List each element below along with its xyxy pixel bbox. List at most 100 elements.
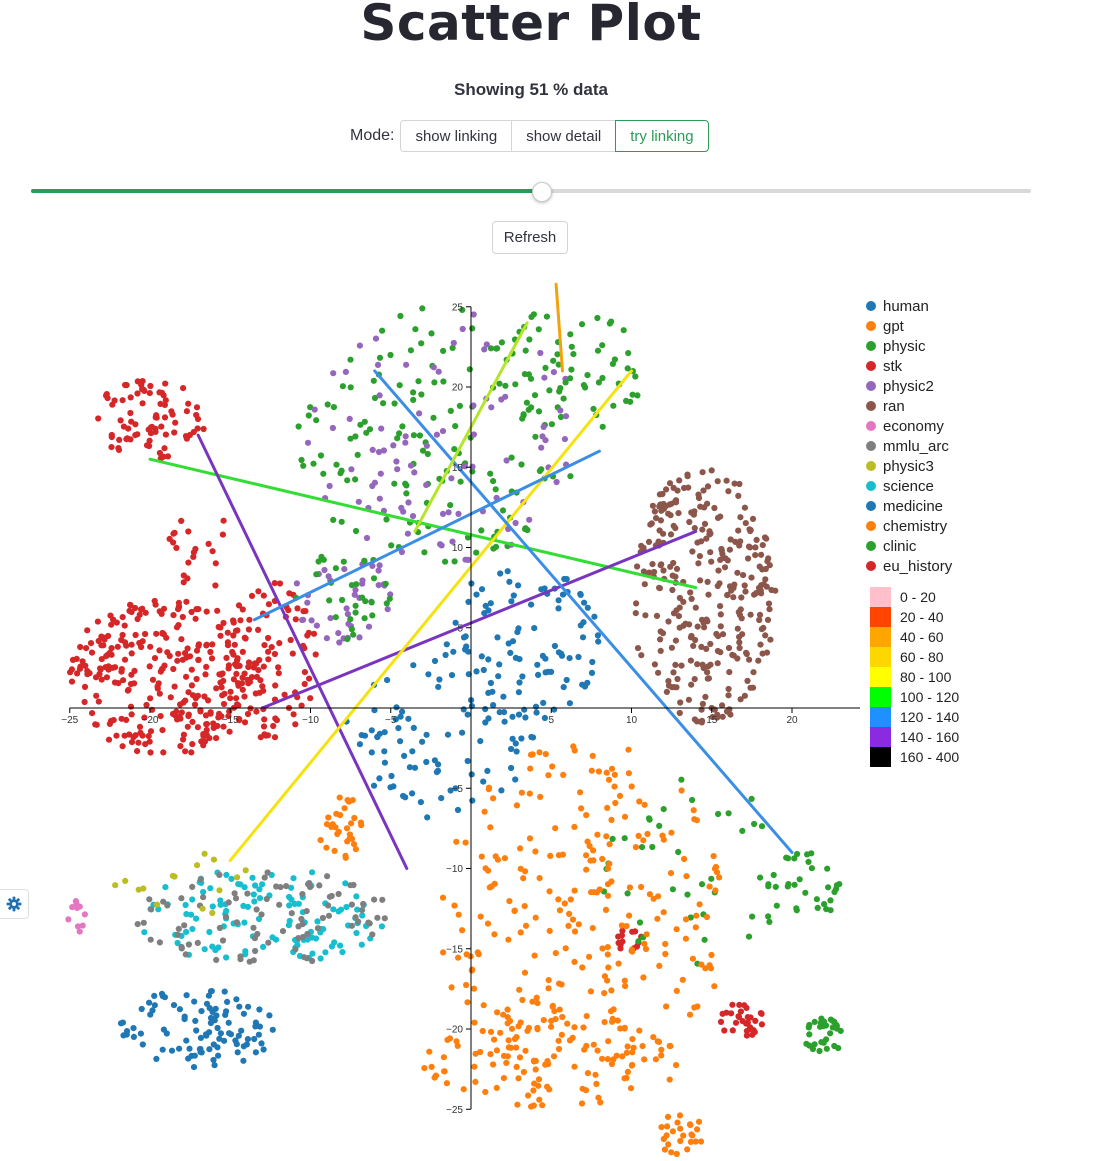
point-physic[interactable]	[599, 342, 606, 349]
point-physic2[interactable]	[376, 392, 383, 399]
point-gpt[interactable]	[609, 1018, 616, 1025]
point-physic[interactable]	[608, 318, 615, 325]
point-medicine[interactable]	[423, 758, 430, 766]
point-ran[interactable]	[670, 669, 677, 676]
point-stk[interactable]	[147, 695, 154, 702]
point-physic[interactable]	[338, 467, 345, 474]
point-ran[interactable]	[651, 508, 659, 515]
point-physic2[interactable]	[380, 507, 387, 514]
point-clinic[interactable]	[684, 891, 691, 898]
point-gpt[interactable]	[711, 865, 719, 872]
point-stk[interactable]	[117, 417, 124, 424]
point-stk[interactable]	[197, 708, 204, 715]
point-human[interactable]	[473, 591, 480, 598]
point-stk[interactable]	[128, 671, 135, 678]
point-physic2[interactable]	[557, 407, 564, 414]
point-eu_history[interactable]	[729, 1027, 736, 1034]
point-medicine[interactable]	[209, 1008, 216, 1016]
point-physic[interactable]	[632, 373, 639, 380]
point-ran[interactable]	[656, 585, 664, 592]
point-gpt[interactable]	[599, 945, 606, 952]
point-ran[interactable]	[655, 538, 662, 545]
point-stk[interactable]	[146, 390, 153, 397]
point-physic[interactable]	[330, 516, 337, 523]
point-stk[interactable]	[298, 702, 305, 709]
point-clinic[interactable]	[820, 1023, 827, 1030]
point-medicine[interactable]	[447, 787, 454, 794]
point-medicine[interactable]	[235, 1032, 242, 1039]
point-ran[interactable]	[703, 535, 710, 542]
point-gpt[interactable]	[673, 926, 680, 933]
point-chemistry[interactable]	[592, 1071, 599, 1078]
point-chemistry[interactable]	[334, 830, 341, 838]
point-stk[interactable]	[234, 655, 241, 662]
point-gpt[interactable]	[610, 1056, 617, 1063]
point-stk[interactable]	[166, 652, 173, 660]
point-ran[interactable]	[714, 660, 721, 667]
point-physic[interactable]	[523, 399, 531, 406]
point-gpt[interactable]	[658, 1052, 665, 1059]
point-gpt[interactable]	[571, 823, 578, 831]
point-stk[interactable]	[253, 708, 260, 715]
point-physic2[interactable]	[445, 509, 452, 516]
point-medicine[interactable]	[397, 738, 404, 745]
point-gpt[interactable]	[517, 929, 524, 936]
point-medicine[interactable]	[384, 677, 391, 684]
point-ran[interactable]	[663, 486, 670, 493]
point-medicine[interactable]	[233, 1041, 240, 1048]
point-science[interactable]	[378, 923, 385, 930]
point-stk[interactable]	[152, 601, 159, 608]
scatter-plot[interactable]: −25 −20 −15 −10 −5 5 10 15 20252015105−5−10−15−2…	[0, 270, 860, 1160]
point-gpt[interactable]	[690, 807, 697, 814]
point-mmlu_arc[interactable]	[225, 899, 232, 906]
point-medicine[interactable]	[252, 1049, 259, 1056]
point-ran[interactable]	[763, 583, 770, 590]
point-stk[interactable]	[194, 692, 202, 699]
point-gpt[interactable]	[599, 1055, 606, 1062]
point-stk[interactable]	[181, 650, 189, 657]
point-physic[interactable]	[449, 344, 456, 351]
point-stk[interactable]	[161, 445, 168, 452]
point-physic[interactable]	[442, 558, 449, 565]
point-gpt[interactable]	[665, 1141, 672, 1148]
point-physic[interactable]	[440, 378, 447, 385]
point-science[interactable]	[251, 898, 258, 905]
point-science[interactable]	[353, 929, 360, 937]
point-physic[interactable]	[407, 347, 414, 354]
point-ran[interactable]	[745, 555, 752, 562]
point-physic2[interactable]	[363, 534, 371, 542]
point-medicine[interactable]	[258, 1040, 265, 1047]
point-medicine[interactable]	[431, 757, 438, 764]
point-clinic[interactable]	[635, 938, 642, 945]
point-ran[interactable]	[673, 684, 680, 691]
point-stk[interactable]	[231, 641, 238, 648]
point-gpt[interactable]	[680, 1132, 687, 1139]
point-mmlu_arc[interactable]	[200, 894, 207, 901]
point-physic[interactable]	[383, 516, 390, 523]
point-human[interactable]	[515, 625, 522, 632]
point-physic2[interactable]	[402, 433, 409, 440]
point-gpt[interactable]	[566, 910, 573, 918]
point-stk[interactable]	[234, 627, 241, 634]
point-physic[interactable]	[399, 423, 406, 430]
point-physic2[interactable]	[398, 504, 405, 511]
point-stk[interactable]	[200, 731, 207, 738]
point-ran[interactable]	[725, 685, 732, 693]
point-human[interactable]	[443, 641, 450, 648]
point-medicine[interactable]	[139, 1041, 146, 1048]
point-stk[interactable]	[119, 743, 126, 750]
point-chemistry[interactable]	[348, 820, 355, 827]
point-gpt[interactable]	[491, 880, 498, 887]
point-medicine[interactable]	[431, 657, 439, 665]
point-stk[interactable]	[275, 664, 282, 671]
point-gpt[interactable]	[604, 944, 611, 951]
point-physic2[interactable]	[311, 406, 318, 413]
point-economy[interactable]	[74, 923, 82, 930]
point-stk[interactable]	[169, 710, 177, 718]
point-medicine[interactable]	[392, 716, 399, 723]
point-medicine[interactable]	[376, 730, 383, 737]
point-physic[interactable]	[298, 456, 305, 464]
point-stk[interactable]	[182, 748, 189, 755]
point-eu_history[interactable]	[758, 1021, 766, 1028]
point-clinic[interactable]	[660, 806, 667, 813]
